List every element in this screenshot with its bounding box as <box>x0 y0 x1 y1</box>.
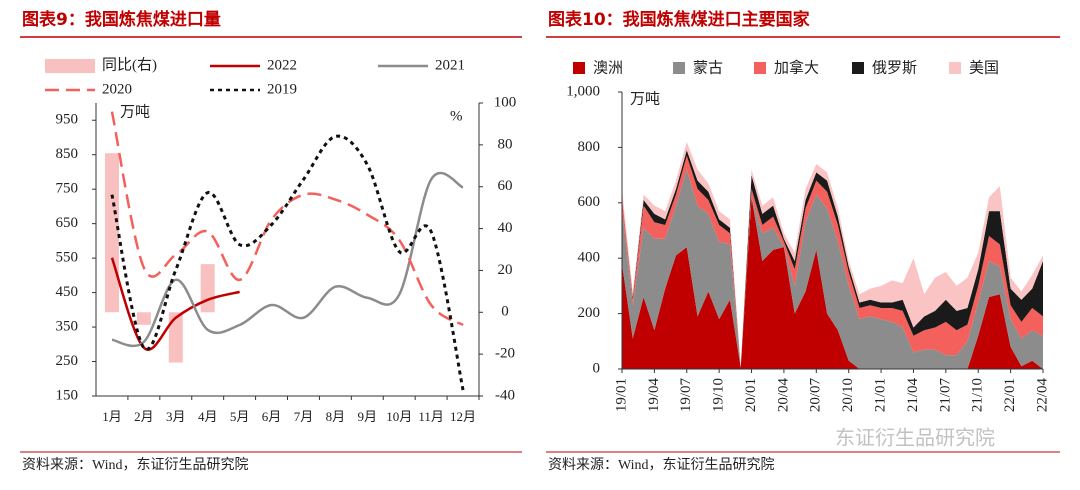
x-tick-label: 12月 <box>450 409 476 424</box>
x-tick-label: 21/07 <box>937 378 953 413</box>
legend-swatch <box>45 59 95 73</box>
x-tick-label: 19/04 <box>646 378 662 413</box>
y-tick-label: 850 <box>56 146 79 162</box>
legend-label: 同比(右) <box>102 56 157 73</box>
area <box>622 150 1043 368</box>
legend-label: 蒙古 <box>693 59 723 77</box>
unit-label: % <box>450 108 463 124</box>
chart-title: 图表10：我国炼焦煤进口主要国家 <box>548 9 810 30</box>
unit-label: 万吨 <box>120 103 150 120</box>
y2-tick-label: 0 <box>501 304 509 320</box>
chart-title: 图表9：我国炼焦煤进口量 <box>22 9 221 30</box>
x-tick-label: 22/01 <box>1002 378 1018 412</box>
y-tick-label: 800 <box>578 139 601 155</box>
bar <box>136 312 151 325</box>
y-tick-label: 200 <box>578 305 601 321</box>
legend-label: 美国 <box>969 59 999 77</box>
source: 资料来源：Wind，东证衍生品研究院 <box>548 457 775 473</box>
x-tick-label: 22/04 <box>1034 378 1050 413</box>
y-tick-label: 750 <box>56 181 79 197</box>
legend-label: 澳洲 <box>593 59 623 77</box>
x-tick-label: 10月 <box>386 409 412 424</box>
y-tick-label: 150 <box>56 387 79 403</box>
x-tick-label: 1月 <box>102 409 122 424</box>
y-tick-label: 1,000 <box>566 83 600 99</box>
legend-label: 俄罗斯 <box>872 59 917 77</box>
legend-label: 2020 <box>102 81 132 97</box>
y2-tick-label: 100 <box>494 94 517 110</box>
legend-label: 2019 <box>267 81 297 97</box>
x-tick-label: 9月 <box>358 409 378 424</box>
legend-label: 加拿大 <box>774 59 819 77</box>
legend-label: 2021 <box>435 57 465 73</box>
y-tick-label: 350 <box>56 318 79 334</box>
x-tick-label: 6月 <box>262 409 282 424</box>
x-tick-label: 19/07 <box>678 378 694 413</box>
y2-tick-label: -40 <box>495 387 515 403</box>
x-tick-label: 21/01 <box>873 378 889 412</box>
y-tick-label: 550 <box>56 250 79 266</box>
unit-label: 万吨 <box>630 90 660 107</box>
x-tick-label: 5月 <box>230 409 250 424</box>
x-tick-label: 7月 <box>294 409 314 424</box>
x-tick-label: 21/04 <box>905 378 921 413</box>
x-tick-label: 20/01 <box>743 378 759 412</box>
area <box>622 169 1043 369</box>
y-tick-label: 950 <box>56 112 79 128</box>
x-tick-label: 11月 <box>418 409 444 424</box>
line <box>111 171 464 348</box>
legend-swatch <box>573 62 585 74</box>
bar <box>200 264 215 313</box>
x-tick-label: 20/07 <box>808 378 824 413</box>
source: 资料来源：Wind，东证衍生品研究院 <box>22 457 249 473</box>
y2-tick-label: 40 <box>498 220 513 236</box>
y-tick-label: 250 <box>56 353 79 369</box>
x-tick-label: 20/10 <box>840 378 856 412</box>
legend-swatch <box>673 62 685 74</box>
legend-swatch <box>852 62 864 74</box>
watermark: 东证衍生品研究院 <box>835 427 995 450</box>
legend-swatch <box>949 62 961 74</box>
x-tick-label: 19/10 <box>711 378 727 412</box>
y-tick-label: 600 <box>578 194 601 210</box>
legend-label: 2022 <box>267 57 297 73</box>
area <box>622 197 1043 369</box>
y-tick-label: 400 <box>578 250 601 266</box>
x-tick-label: 21/10 <box>970 378 986 412</box>
y-tick-label: 0 <box>593 360 601 376</box>
x-tick-label: 19/01 <box>613 378 629 412</box>
line <box>110 111 464 327</box>
x-tick-label: 8月 <box>326 409 346 424</box>
bar <box>168 312 183 363</box>
y2-tick-label: -20 <box>495 346 515 362</box>
x-tick-label: 20/04 <box>775 378 791 413</box>
y-tick-label: 450 <box>56 284 79 300</box>
x-tick-label: 4月 <box>198 409 218 424</box>
y2-tick-label: 80 <box>498 136 513 152</box>
y2-tick-label: 60 <box>498 178 513 194</box>
x-tick-label: 2月 <box>134 409 154 424</box>
x-tick-label: 3月 <box>166 409 186 424</box>
line <box>110 257 240 351</box>
y-tick-label: 650 <box>56 215 79 231</box>
legend-swatch <box>754 62 766 74</box>
y2-tick-label: 20 <box>498 262 513 278</box>
bar <box>104 153 119 313</box>
